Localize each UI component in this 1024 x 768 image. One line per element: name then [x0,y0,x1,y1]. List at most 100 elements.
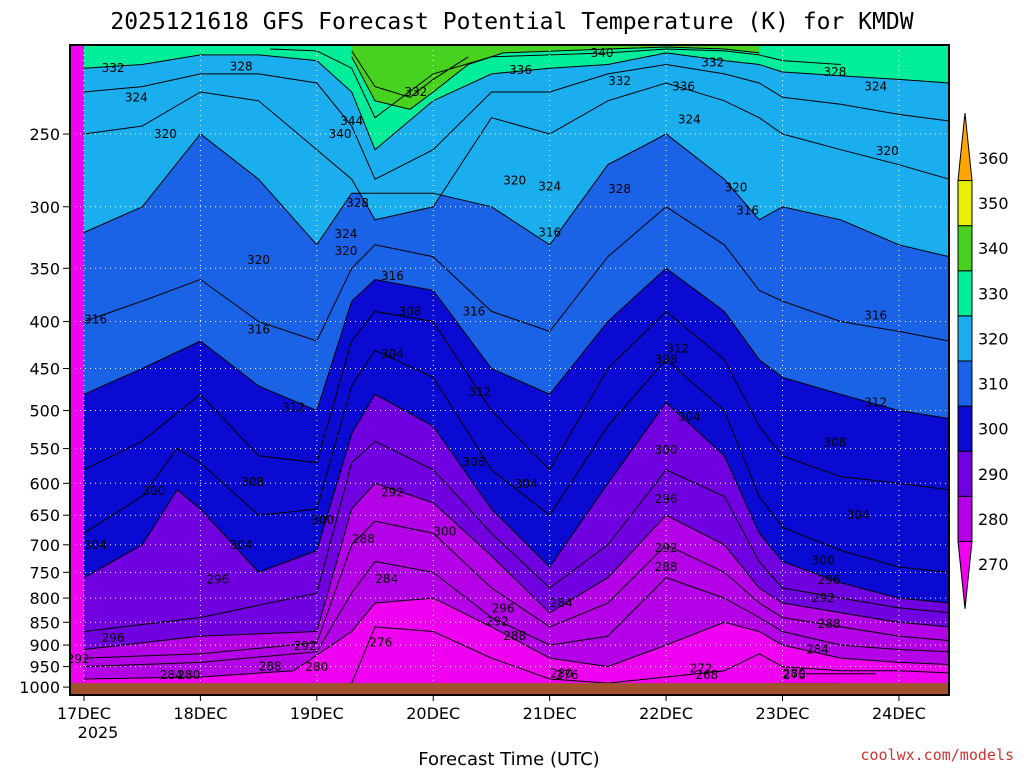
y-tick-label: 250 [29,125,60,144]
y-tick-label: 900 [29,636,60,655]
contour-label: 320 [724,181,747,195]
contour-label: 328 [346,196,369,210]
contour-label: 328 [823,65,846,79]
contour-label: 324 [538,179,561,193]
contour-label: 292 [486,614,509,628]
contour-label: 296 [818,573,841,587]
contour-label: 304 [381,347,404,361]
contour-label: 272 [690,661,713,675]
contour-label: 312 [666,342,689,356]
contour-label: 304 [515,477,538,491]
colorbar-label: 290 [978,465,1009,484]
contour-label: 336 [509,63,532,77]
contour-label: 304 [847,508,870,522]
contour-label: 300 [142,484,165,498]
contour-328 [83,63,949,180]
contour-label: 312 [282,400,305,414]
contour-label: 276 [556,668,579,682]
x-year-label: 2025 [78,723,119,742]
colorbar-label: 310 [978,375,1009,394]
chart-title: 2025121618 GFS Forecast Potential Temper… [110,9,913,35]
contour-label: 320 [876,144,899,158]
band-324 [84,45,949,220]
contour-label: 308 [241,475,264,489]
contour-label: 284 [160,668,183,682]
contour-label: 308 [463,455,486,469]
x-tick-label: 21DEC [523,704,577,723]
y-tick-label: 1000 [19,678,60,697]
contour-336 [270,48,841,119]
y-tick-label: 500 [29,402,60,421]
contour-320 [83,133,949,258]
contour-label: 332 [102,61,125,75]
contour-label: 296 [655,492,678,506]
colorbar-label: 340 [978,239,1009,258]
contour-label: 280 [177,668,200,682]
x-axis-label: Forecast Time (UTC) [418,749,599,768]
colorbar-swatch [957,360,973,407]
contour-label: 320 [334,244,357,258]
contour-label: 304 [678,410,701,424]
contour-label: 268 [695,668,718,682]
y-tick-label: 700 [29,536,60,555]
contour-label: 288 [503,629,526,643]
colorbar-swatch [957,180,973,227]
colorbar-label: 320 [978,329,1009,348]
contour-label: 288 [352,532,375,546]
contour-label: 288 [655,560,678,574]
colorbar-label: 270 [978,555,1009,574]
contour-label: 276 [369,635,392,649]
contour-label: 324 [334,227,357,241]
contour-label: 304 [84,538,107,552]
x-tick-label: 19DEC [290,704,344,723]
contour-label: 320 [247,253,270,267]
contour-label: 308 [399,304,422,318]
colorbar-label: 330 [978,284,1009,303]
x-tick-label: 24DEC [872,704,926,723]
contour-label: 316 [864,309,887,323]
contour-label: 316 [381,269,404,283]
contour-label: 300 [812,553,835,567]
contour-332 [83,52,949,151]
contour-312 [83,267,949,419]
contour-label: 328 [230,59,253,73]
colorbar-label: 300 [978,420,1009,439]
y-tick-label: 450 [29,360,60,379]
y-tick-label: 800 [29,589,60,608]
contour-label: 328 [608,182,631,196]
contour-label: 292 [381,486,404,500]
band-332 [84,45,949,150]
band-328 [84,45,949,180]
colorbar-swatch [957,450,973,497]
contour-label: 284 [375,572,398,586]
contour-label: 312 [864,396,887,410]
contour-label: 284 [806,642,829,656]
y-tick-label: 400 [29,313,60,332]
contour-300 [83,393,949,604]
contour-label: 296 [206,573,229,587]
contour-308 [83,310,949,491]
contour-label: 340 [591,46,614,60]
contour-label: 316 [538,226,561,240]
contour-344 [351,50,469,98]
contour-label: 336 [672,80,695,94]
y-tick-label: 950 [29,658,60,677]
contour-label: 288 [259,660,282,674]
y-tick-label: 550 [29,440,60,459]
contour-label: 312 [468,385,491,399]
colorbar-swatch [957,315,973,362]
x-tick-label: 22DEC [639,704,693,723]
contour-label: 300 [655,443,678,457]
contour-label: 280 [550,666,573,680]
colorbar-swatch [957,495,973,542]
contour-label: 320 [154,127,177,141]
contour-label: 316 [736,204,759,218]
contour-label: 308 [655,353,678,367]
contour-284 [83,560,949,668]
x-tick-label: 17DEC [57,704,111,723]
contour-label: 292 [812,591,835,605]
plot-frame [69,44,950,696]
contour-label: 284 [550,596,573,610]
